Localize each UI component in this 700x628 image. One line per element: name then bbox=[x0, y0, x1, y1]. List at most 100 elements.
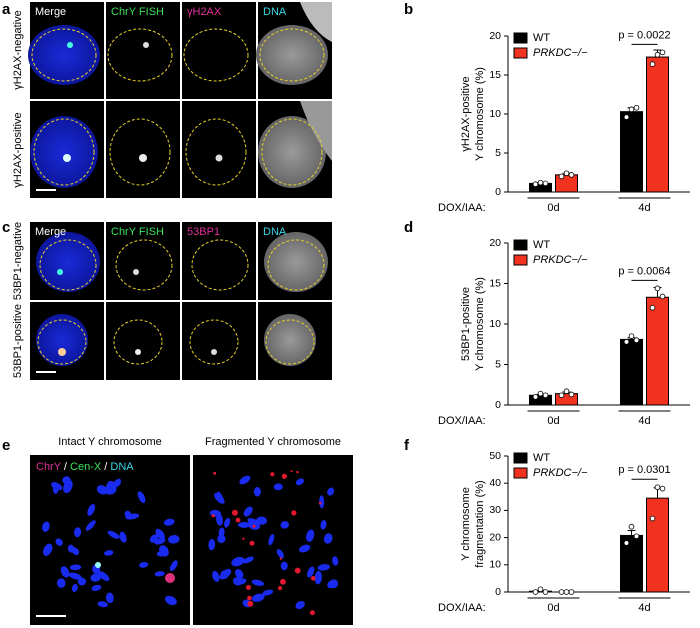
y-axis-label: γH2AX-positive bbox=[460, 76, 472, 151]
y-tick-label: 10 bbox=[489, 559, 501, 571]
image-label: Merge bbox=[35, 6, 66, 18]
data-point bbox=[654, 484, 661, 491]
panel-label: f bbox=[404, 437, 410, 454]
legend-swatch bbox=[513, 239, 528, 251]
data-point bbox=[633, 533, 640, 540]
data-point bbox=[659, 485, 666, 492]
bar bbox=[620, 111, 643, 193]
x-axis-label: DOX/IAA: bbox=[438, 602, 486, 614]
data-point bbox=[654, 285, 661, 292]
legend-swatch bbox=[513, 452, 528, 464]
image-label: Merge bbox=[35, 226, 66, 238]
y-tick-label: 5 bbox=[495, 358, 501, 370]
y-tick-label: 15 bbox=[489, 277, 501, 289]
y-tick-label: 20 bbox=[489, 237, 501, 249]
panel-label: c bbox=[2, 219, 10, 236]
data-point bbox=[623, 540, 630, 546]
y-axis-label: fragmentation (%) bbox=[474, 480, 486, 567]
image-label: ChrY FISH bbox=[111, 226, 164, 238]
legend-item: / bbox=[101, 461, 110, 473]
bar bbox=[620, 338, 643, 406]
legend-swatch bbox=[513, 254, 528, 266]
data-point bbox=[654, 51, 661, 58]
row-label: γH2AX-positive bbox=[12, 112, 24, 187]
y-axis-label: 53BP1-positive bbox=[460, 287, 472, 361]
y-tick-label: 20 bbox=[489, 30, 501, 42]
y-tick-label: 20 bbox=[489, 531, 501, 543]
legend-item: Cen-X bbox=[70, 461, 102, 473]
x-tick-label: 0d bbox=[547, 415, 559, 427]
legend-swatch bbox=[513, 467, 528, 479]
data-point bbox=[628, 523, 635, 530]
y-axis-label: Y chromosome bbox=[460, 487, 472, 561]
image-title: Intact Y chromosome bbox=[58, 436, 162, 448]
data-point bbox=[537, 390, 544, 397]
data-point bbox=[542, 589, 549, 595]
y-tick-label: 10 bbox=[489, 108, 501, 120]
legend-label: WT bbox=[533, 239, 550, 251]
data-point bbox=[537, 586, 544, 593]
data-point bbox=[659, 293, 666, 300]
x-axis-label: DOX/IAA: bbox=[438, 202, 486, 214]
data-point bbox=[568, 589, 575, 595]
image-legend: ChrY / Cen-X / DNA bbox=[36, 461, 134, 473]
bar bbox=[646, 296, 669, 406]
legend-label: WT bbox=[533, 452, 550, 464]
x-tick-label: 0d bbox=[547, 602, 559, 614]
data-point bbox=[558, 589, 565, 595]
data-point bbox=[633, 337, 640, 344]
data-point bbox=[568, 172, 575, 178]
data-point bbox=[563, 388, 570, 395]
row-label: 53BP1-positive bbox=[12, 304, 24, 378]
p-value: p = 0.0064 bbox=[618, 265, 670, 277]
data-point bbox=[568, 391, 575, 398]
image-label: DNA bbox=[263, 226, 287, 238]
y-tick-label: 0 bbox=[495, 399, 501, 411]
data-point bbox=[532, 394, 539, 400]
data-point bbox=[537, 179, 544, 186]
image-label: DNA bbox=[263, 6, 287, 18]
data-point bbox=[542, 180, 549, 187]
panel-a-images: Merge ChrY FISH γH2AX DNA γH2AX-negative… bbox=[12, 2, 332, 198]
x-axis-label: DOX/IAA: bbox=[438, 415, 486, 427]
legend-item: / bbox=[61, 461, 70, 473]
bar bbox=[620, 534, 643, 593]
data-point bbox=[649, 515, 656, 522]
y-tick-label: 30 bbox=[489, 504, 501, 516]
data-point bbox=[628, 333, 635, 339]
panel-label: d bbox=[404, 219, 413, 236]
x-tick-label: 4d bbox=[638, 202, 650, 214]
data-point bbox=[649, 61, 656, 67]
p-value: p = 0.0301 bbox=[618, 464, 670, 476]
y-tick-label: 40 bbox=[489, 477, 501, 489]
y-tick-label: 5 bbox=[495, 147, 501, 159]
legend-swatch bbox=[513, 47, 528, 59]
panel-label: e bbox=[2, 437, 10, 454]
legend-label: PRKDC−/− bbox=[533, 467, 588, 479]
y-tick-label: 10 bbox=[489, 318, 501, 330]
data-point bbox=[563, 170, 570, 177]
y-axis-label: Y chromosome (%) bbox=[474, 67, 486, 161]
panel-label: a bbox=[2, 1, 11, 18]
row-label: 53BP1-negative bbox=[12, 222, 24, 300]
data-point bbox=[659, 49, 666, 56]
panel-e-images: Intact Y chromosome Fragmented Y chromos… bbox=[30, 436, 353, 625]
data-point bbox=[628, 106, 635, 113]
legend-label: PRKDC−/− bbox=[533, 47, 588, 59]
row-label: γH2AX-negative bbox=[12, 10, 24, 90]
bar bbox=[555, 174, 578, 193]
image-title: Fragmented Y chromosome bbox=[205, 436, 341, 448]
y-tick-label: 0 bbox=[495, 186, 501, 198]
x-tick-label: 4d bbox=[638, 602, 650, 614]
panel-c-images: Merge ChrY FISH 53BP1 DNA 53BP1-negative… bbox=[12, 222, 332, 380]
y-tick-label: 0 bbox=[495, 586, 501, 598]
panel-label: b bbox=[404, 1, 413, 18]
data-point bbox=[532, 589, 539, 595]
data-point bbox=[532, 181, 539, 188]
y-tick-label: 50 bbox=[489, 450, 501, 462]
legend-swatch bbox=[513, 32, 528, 44]
legend-label: PRKDC−/− bbox=[533, 254, 588, 266]
x-tick-label: 0d bbox=[547, 202, 559, 214]
bar bbox=[646, 56, 669, 193]
